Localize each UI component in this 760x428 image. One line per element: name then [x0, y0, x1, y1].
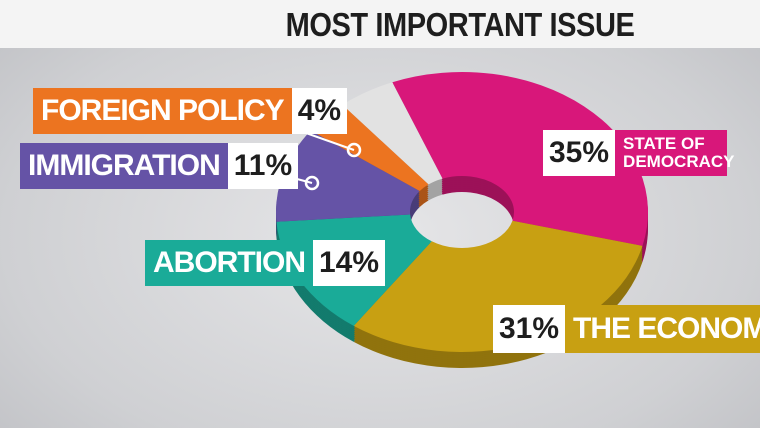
category-label: THE ECONOMY [565, 305, 760, 353]
category-label: IMMIGRATION [20, 143, 228, 189]
value-label: 11% [227, 143, 299, 189]
title: MOST IMPORTANT ISSUE [285, 6, 635, 43]
slice-label: FOREIGN POLICY 4% [33, 88, 348, 134]
slice [342, 82, 443, 185]
value-label: 14% [313, 240, 386, 286]
slice-label: 35% STATE OF DEMOCRACY [543, 130, 735, 176]
slice [276, 130, 420, 222]
value-label: 4% [291, 88, 348, 134]
slice-label: ABORTION 14% [145, 240, 386, 286]
category-label: ABORTION [145, 240, 313, 286]
category-label: STATE OF DEMOCRACY [615, 130, 735, 176]
slice-label: 31%THE ECONOMY [493, 305, 760, 353]
value-label: 35% [543, 130, 616, 176]
category-label: FOREIGN POLICY [33, 88, 292, 134]
title-bar: MOST IMPORTANT ISSUE [0, 0, 760, 48]
slice [392, 72, 648, 246]
slice-label: IMMIGRATION 11% [20, 143, 299, 189]
value-label: 31% [493, 305, 566, 353]
leader-dot [346, 142, 362, 158]
leader-dot [304, 175, 320, 191]
